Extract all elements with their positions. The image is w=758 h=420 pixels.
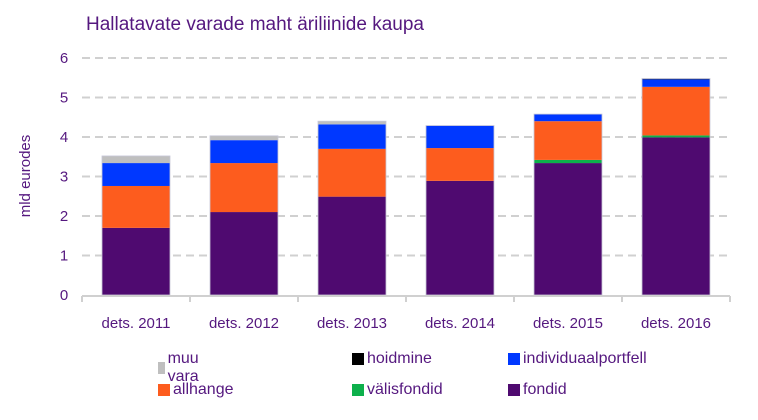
- bars: [101, 78, 711, 296]
- y-tick-label: 0: [60, 287, 68, 304]
- x-tick-label: dets. 2016: [641, 315, 711, 332]
- x-tick-label: dets. 2012: [209, 315, 279, 332]
- legend-swatch: [352, 353, 364, 365]
- gridlines: [82, 57, 730, 257]
- y-tick-label: 5: [60, 90, 68, 107]
- x-tick-label: dets. 2014: [425, 315, 495, 332]
- bar-segment-fondid: [534, 163, 602, 295]
- legend-swatch: [352, 384, 364, 396]
- legend-item: muu vara: [158, 350, 204, 386]
- bar-segment-individuaalportfell: [642, 79, 710, 87]
- x-tick-label: dets. 2015: [533, 315, 603, 332]
- x-tick-labels: dets. 2011 dets. 2012 dets. 2013 dets. 2014…: [102, 315, 712, 332]
- bar-segment-allhange: [210, 163, 278, 213]
- legend-swatch: [508, 353, 520, 365]
- legend-label: individuaalportfell: [523, 350, 647, 367]
- bar-segment-allhange: [426, 148, 494, 181]
- legend-label: välisfondid: [367, 381, 443, 398]
- bar-segment-individuaalportfell: [318, 124, 386, 149]
- legend-label: muu vara: [167, 350, 199, 385]
- bar-stack: [533, 113, 603, 296]
- legend-item: individuaalportfell: [508, 350, 647, 368]
- bar-segment-individuaalportfell: [102, 163, 170, 186]
- legend-swatch: [158, 384, 170, 396]
- bar-segment-fondid: [210, 212, 278, 295]
- bar-segment-individuaalportfell: [210, 140, 278, 164]
- y-tick-label: 6: [60, 50, 68, 67]
- bar-segment-individuaalportfell: [426, 125, 494, 149]
- legend-swatch: [158, 362, 165, 374]
- legend-item: fondid: [508, 381, 567, 399]
- bar-segment-allhange: [642, 86, 710, 136]
- legend-label: hoidmine: [367, 350, 432, 367]
- bar-segment-välisfondid: [534, 159, 602, 164]
- bar-stack: [425, 125, 495, 296]
- x-tick-label: dets. 2011: [102, 315, 171, 332]
- legend-label: fondid: [523, 381, 567, 398]
- y-tick-label: 3: [60, 169, 68, 186]
- chart-title: Hallatavate varade maht äriliinide kaupa: [86, 14, 424, 35]
- bar-segment-fondid: [102, 227, 170, 295]
- legend-item: allhange: [158, 381, 234, 399]
- bar-segment-välisfondid: [642, 135, 710, 138]
- legend-item: hoidmine: [352, 350, 432, 368]
- bar-segment-individuaalportfell: [534, 114, 602, 122]
- y-tick-label: 2: [60, 208, 68, 225]
- legend-swatch: [508, 384, 520, 396]
- bar-stack: [209, 135, 279, 296]
- bar-segment-muu-vara: [318, 121, 386, 125]
- bar-stack: [641, 78, 711, 296]
- legend-label: allhange: [173, 381, 234, 398]
- bar-segment-allhange: [318, 148, 386, 197]
- bar-segment-fondid: [318, 196, 386, 295]
- x-tick-label: dets. 2013: [317, 315, 387, 332]
- legend-item: välisfondid: [352, 381, 443, 399]
- bar-stack: [317, 120, 387, 296]
- bar-segment-allhange: [102, 185, 170, 228]
- y-tick-label: 1: [60, 248, 68, 265]
- y-tick-labels: 0 1 2 3 4 5 6: [60, 50, 68, 304]
- bar-segment-muu-vara: [102, 155, 170, 164]
- bar-segment-muu-vara: [210, 135, 278, 141]
- bar-segment-fondid: [426, 180, 494, 295]
- bar-segment-allhange: [534, 121, 602, 160]
- y-axis-label: mld eurodes: [17, 135, 34, 218]
- bar-stack: [101, 155, 171, 296]
- bar-segment-fondid: [642, 137, 710, 295]
- x-axis: [81, 295, 731, 302]
- y-tick-label: 4: [60, 129, 68, 146]
